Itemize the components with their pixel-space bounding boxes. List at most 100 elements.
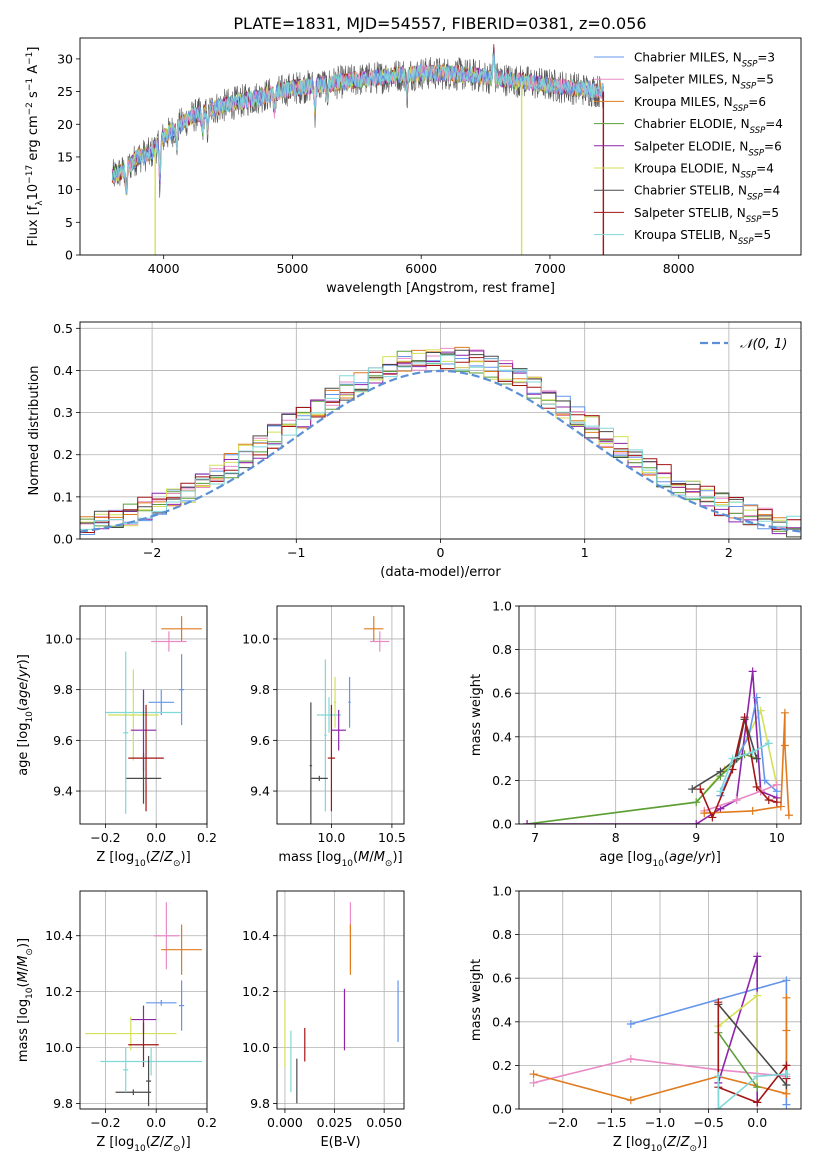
y-axis-label-part: M [16,956,31,967]
histogram-series [80,354,801,538]
x-axis-label-part: ( [662,1135,667,1150]
x-axis-label-part: 10 [652,859,664,869]
legend: 𝒩(0, 1) [700,337,787,352]
x-axis-label-part: )] [697,1135,707,1150]
x-tick-label: −0.2 [90,1115,120,1130]
legend-entry-text: Kroupa MILES, N [634,95,733,109]
mass-weight-point [764,739,773,748]
y-axis-label-part: 10 [26,184,41,201]
mass-weight-point [728,765,737,774]
mass-weight-point [772,798,781,807]
x-axis-label: E(B-V) [320,1135,360,1150]
x-tick-label: 0.0 [146,830,166,845]
plot-area [80,346,801,538]
y-tick-label: 0.8 [492,927,512,942]
mass-weight-point [782,976,791,985]
y-tick-label: 10.0 [45,631,73,646]
y-axis-label-part: mass [log [16,999,31,1062]
legend-entry-subscript: SSP [742,60,758,70]
y-axis-label: Flux [fλ10−17 erg cm−2 s−1 A−1] [25,47,45,247]
legend-entry-text: Salpeter STELIB, N [634,206,746,220]
plot-area [529,952,791,1109]
legend-entry: Kroupa ELODIE, NSSP=4 [634,162,774,181]
x-axis-label-part: Z [163,850,174,865]
legend-entry-count: =5 [754,228,772,242]
y-axis-label-part: Flux [f [26,205,41,246]
x-tick-label: 0.000 [267,1115,303,1130]
y-axis-label-part: ( [16,706,31,711]
y-tick-label: 0 [65,248,73,263]
x-axis-label-part: / [160,850,165,865]
y-tick-label: 0.0 [53,532,73,547]
y-tick-label: 0.3 [53,405,73,420]
x-axis-label-part: Z [680,1135,691,1150]
x-tick-label: 2 [725,545,733,560]
mass-weight-point [753,1072,762,1081]
mass-weight-series-line [533,997,788,1102]
y-axis-label-part: age [log [16,723,31,776]
mass-weight-point [529,1078,538,1087]
x-axis-label-part: ⊙ [385,859,393,869]
y-axis-label-part: age [16,682,31,706]
x-axis-label-part: M [358,850,369,865]
mass-weight-series-line [717,1003,788,1086]
y-tick-label: 0.5 [53,321,73,336]
y-tick-label: 0.0 [492,817,512,832]
legend-entry-text: Salpeter MILES, N [634,73,741,87]
y-axis-label-part: erg cm [26,115,41,164]
x-tick-label: 0.0 [146,1115,166,1130]
mass-weight-point [748,667,757,676]
x-axis-label-part: E(B-V) [320,1135,360,1150]
x-axis-label-part: )] [392,850,402,865]
x-tick-label: 1 [581,545,589,560]
x-axis-label: (data-model)/error [380,565,501,580]
x-axis-label: mass [log10(M/M⊙)] [278,850,402,869]
y-tick-label: 9.8 [53,1096,73,1111]
x-tick-label: −1.5 [596,1115,626,1130]
mass-weight-point [716,767,725,776]
legend-entry: Chabrier MILES, NSSP=3 [634,51,775,70]
mass-weight-point [688,785,697,794]
mass-weight-point [752,782,761,791]
y-tick-label: 0.4 [492,1014,512,1029]
legend-entry-text: Kroupa STELIB, N [634,228,738,242]
mass-weight-point [626,1096,635,1105]
x-axis-label-part: yr [697,850,713,865]
spectrum-panel: 4000 5000 6000 7000 8000 0 5 10 15 20 25 30 waveleng… [25,37,802,296]
y-tick-label: 9.6 [53,733,73,748]
y-tick-label: 9.6 [250,733,270,748]
figure-title: PLATE=1831, MJD=54557, FIBERID=0381, z=0… [233,14,646,33]
y-tick-label: 30 [57,51,73,66]
y-tick-label: 10.0 [45,1040,73,1055]
y-tick-label: 9.8 [250,682,270,697]
x-axis-label-part: mass [log [278,850,341,865]
y-tick-label: 9.4 [250,784,270,799]
x-tick-label: −2 [143,545,161,560]
x-axis-label-part: )] [711,850,721,865]
y-axis-label-part: )] [16,938,31,948]
x-tick-label: 0 [437,545,445,560]
x-axis-label-part: )] [181,1135,191,1150]
histogram-series [80,357,801,533]
mass-weight-point [780,708,789,717]
legend-entry-subscript: SSP [738,237,754,247]
x-axis-label-part: Z [log [613,1135,651,1150]
grid [80,891,208,1109]
x-axis-label-part: ( [146,850,151,865]
y-tick-label: 9.4 [53,784,73,799]
mass-vs-EBV-panel: 0.000 0.025 0.050 9.8 10.0 10.2 10.4 E(B-V) [242,890,405,1150]
legend-entry-count: =4 [763,184,781,198]
spectrum-series-line [111,52,604,195]
plot-area [111,44,605,255]
x-tick-label: 6000 [405,261,437,276]
y-axis-label-part: −1 [25,52,35,65]
mass-weight-point [782,1061,791,1070]
mass-weight-point [753,991,762,1000]
legend-entry-subscript: SSP [747,193,763,203]
legend-entry: Salpeter MILES, NSSP=5 [634,73,774,92]
mass-weight-point [764,796,773,805]
mass-weight-series-line [717,1032,758,1088]
x-tick-label: 0.2 [197,1115,217,1130]
